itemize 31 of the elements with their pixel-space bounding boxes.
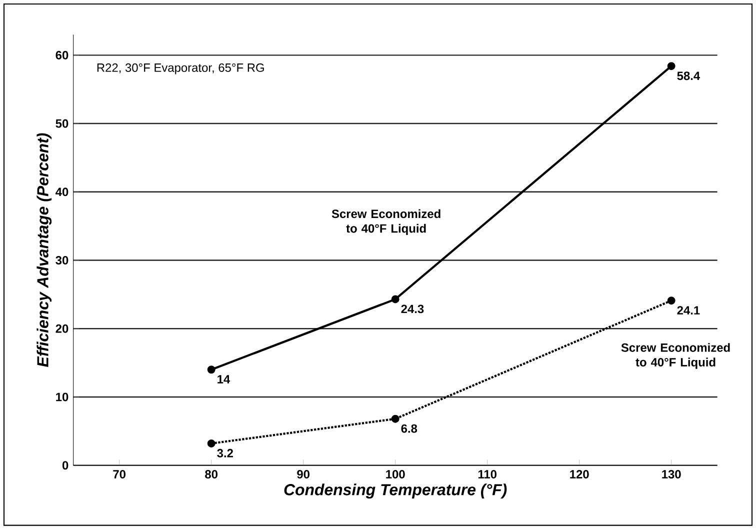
data-label: 24.3 (401, 304, 424, 314)
x-tick-label: 120 (570, 470, 589, 478)
y-axis-title: Efficiency Advantage (Percent) (36, 133, 52, 367)
x-tick-label: 130 (662, 470, 681, 478)
y-tick-label: 30 (56, 256, 68, 264)
series-label: Screw Economized to 40°F Liquid (332, 209, 440, 235)
point (391, 414, 400, 423)
annotation: R22, 30°F Evaporator, 65°F RG (97, 63, 264, 74)
point (207, 365, 216, 374)
x-tick-label: 70 (113, 470, 126, 478)
data-label: 6.8 (401, 424, 418, 433)
x-tick-label: 110 (478, 470, 496, 478)
series-label: Screw Economized to 40°F Liquid (621, 342, 730, 369)
y-tick-label: 0 (62, 460, 68, 470)
point (667, 62, 676, 70)
data-label: 3.2 (217, 448, 233, 458)
point (207, 439, 216, 448)
data-label: 24.1 (677, 306, 700, 314)
point (391, 295, 400, 304)
y-tick-label: 20 (56, 324, 68, 333)
x-axis-title: Condensing Temperature (°F) (284, 483, 507, 498)
x-tick-label: 100 (386, 470, 405, 478)
data-label: 58.4 (677, 71, 700, 80)
x-tick-label: 90 (297, 470, 310, 478)
point (667, 296, 676, 304)
y-tick-label: 60 (56, 50, 68, 60)
y-tick-label: 50 (56, 119, 68, 128)
x-tick-label: 80 (205, 470, 218, 478)
data-label: 14 (218, 374, 230, 384)
y-tick-label: 40 (56, 187, 68, 196)
y-tick-label: 10 (56, 392, 68, 402)
